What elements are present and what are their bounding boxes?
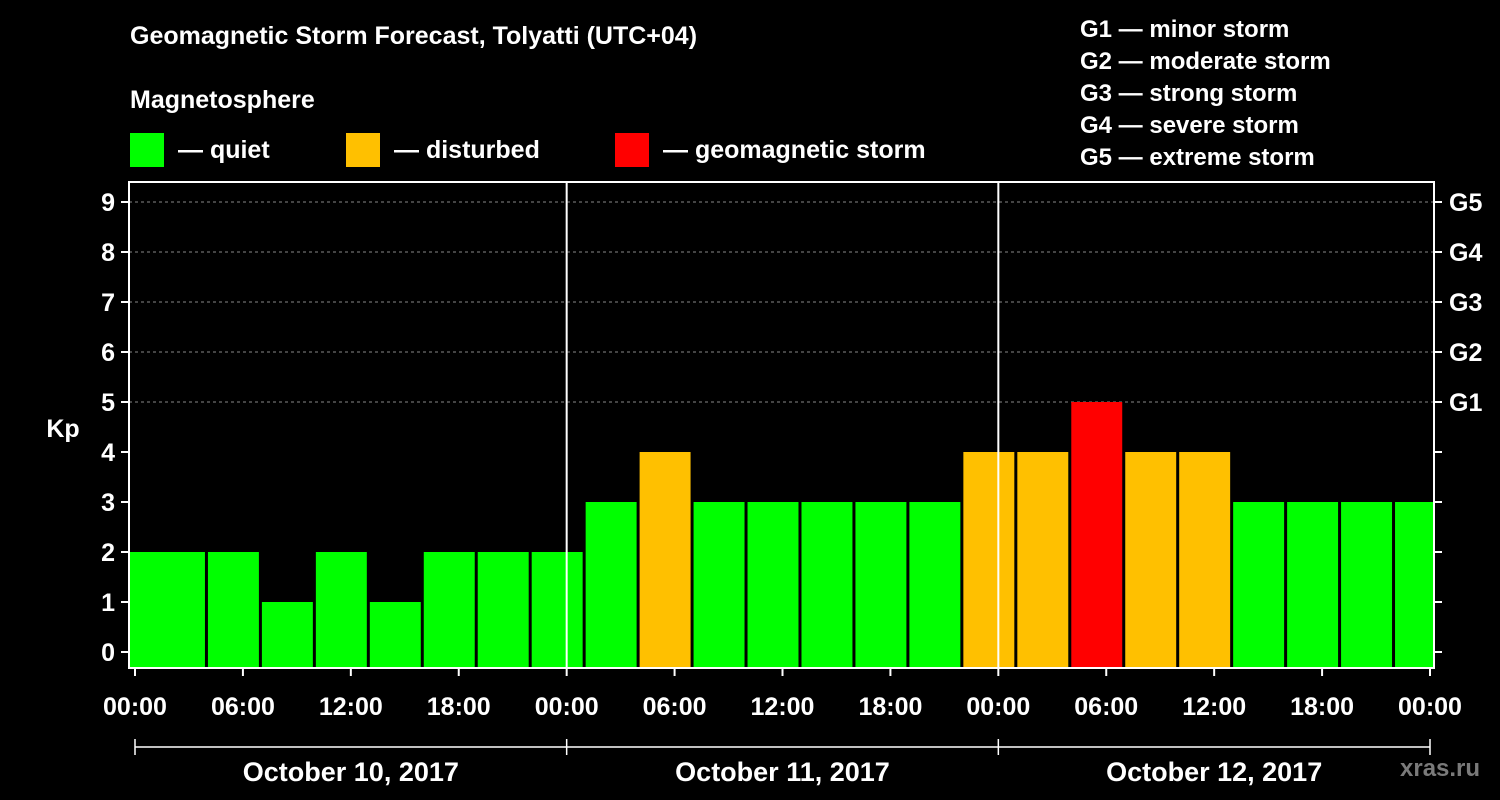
watermark: xras.ru [1400,755,1481,782]
x-tick-label: 18:00 [427,693,491,721]
g-level-label: G4 [1449,239,1482,267]
kp-bar [1287,502,1339,668]
kp-bar [369,602,421,668]
kp-bar [477,552,529,668]
kp-bar [693,502,745,668]
kp-bar [1233,502,1285,668]
legend-label-disturbed: — disturbed [394,135,540,164]
legend-swatch-quiet [130,133,164,167]
kp-bar [963,452,1015,668]
x-tick-label: 12:00 [751,693,815,721]
y-tick-label: 9 [101,189,115,217]
kp-bar [261,602,313,668]
legend-item-disturbed: — disturbed [346,133,540,167]
y-tick-label: 2 [101,539,115,567]
kp-bar [1341,502,1393,668]
x-tick-label: 18:00 [858,693,922,721]
kp-bar [1125,452,1177,668]
x-tick-label: 12:00 [319,693,383,721]
kp-bar [531,552,583,668]
x-tick-label: 18:00 [1290,693,1354,721]
kp-bar [801,502,853,668]
storm-level-g3: G3 — strong storm [1080,80,1298,107]
kp-bar [423,552,475,668]
y-tick-label: 0 [101,639,115,667]
magnetosphere-label: Magnetosphere [130,86,315,114]
y-tick-label: 4 [101,439,115,467]
kp-bar [1395,502,1433,668]
y-tick-label: 3 [101,489,115,517]
legend-swatch-storm [615,133,649,167]
legend-item-quiet: — quiet [130,133,270,167]
g-level-label: G3 [1449,289,1482,317]
x-tick-label: 00:00 [535,693,599,721]
legend-label-storm: — geomagnetic storm [663,135,926,164]
x-tick-label: 00:00 [1398,693,1462,721]
storm-level-legend: G1 — minor storm G2 — moderate storm G3 … [1080,14,1331,174]
bars-group [130,402,1433,668]
kp-bar [1017,452,1069,668]
kp-bar [639,452,691,668]
kp-bar [1179,452,1231,668]
kp-bar [855,502,907,668]
legend-item-storm: — geomagnetic storm [615,133,926,167]
kp-bar [909,502,961,668]
kp-bar [1071,402,1123,668]
x-tick-label: 06:00 [1074,693,1138,721]
x-tick-label: 06:00 [211,693,275,721]
g-level-label: G5 [1449,189,1482,217]
x-tick-label: 06:00 [643,693,707,721]
chart-title: Geomagnetic Storm Forecast, Tolyatti (UT… [130,22,698,50]
legend-label-quiet: — quiet [178,135,270,164]
storm-level-g1: G1 — minor storm [1080,16,1290,43]
kp-bar [207,552,259,668]
y-tick-label: 6 [101,339,115,367]
storm-level-g5: G5 — extreme storm [1080,144,1315,171]
storm-level-g4: G4 — severe storm [1080,112,1299,139]
kp-bar [747,502,799,668]
y-tick-label: 8 [101,239,115,267]
g-level-label: G1 [1449,389,1482,417]
x-tick-label: 00:00 [966,693,1030,721]
y-tick-label: 7 [101,289,115,317]
y-tick-label: 5 [101,389,115,417]
kp-bar [585,502,637,668]
y-tick-label: 1 [101,589,115,617]
kp-bar [153,552,205,668]
legend-swatch-disturbed [346,133,380,167]
kp-bar [315,552,367,668]
x-tick-label: 00:00 [103,693,167,721]
day-label: October 10, 2017 [243,757,459,787]
day-label: October 12, 2017 [1106,757,1322,787]
day-label: October 11, 2017 [675,757,890,787]
x-tick-label: 12:00 [1182,693,1246,721]
g-level-label: G2 [1449,339,1482,367]
storm-level-g2: G2 — moderate storm [1080,48,1331,75]
y-axis-label: Kp [46,415,79,443]
